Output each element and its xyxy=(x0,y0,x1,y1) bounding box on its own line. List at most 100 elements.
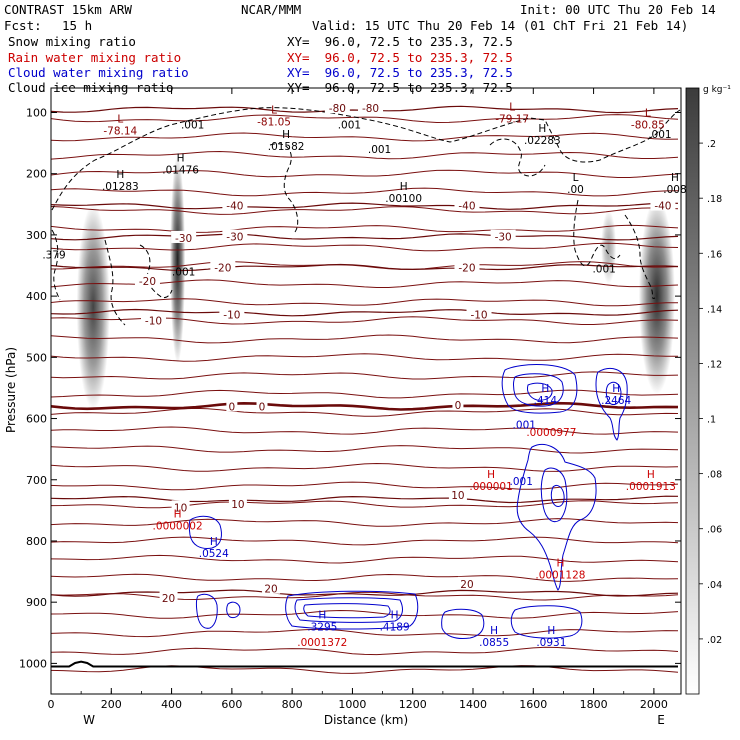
colorbar-tick-label: .14 xyxy=(707,304,722,315)
isotherm-label: -20 xyxy=(458,262,475,274)
colorbar-tick-label: .18 xyxy=(707,194,722,205)
cloud-water-contour xyxy=(285,590,419,630)
extremum-value: .0855 xyxy=(479,637,509,649)
isotherm-label-bg xyxy=(159,590,178,603)
field-xy-cloud-water: XY= 96.0, 72.5 to 235.3, 72.5 xyxy=(287,65,513,80)
extremum-value: -81.05 xyxy=(257,117,291,129)
extremum-value: .00 xyxy=(567,184,584,196)
colorbar-fill xyxy=(685,87,700,695)
extremum-symbol: H xyxy=(177,152,185,164)
colorbar-tick-label: .04 xyxy=(707,580,722,591)
isotherm-label: -40 xyxy=(226,201,243,213)
isotherm-20 xyxy=(51,589,679,597)
cloud-water-contour xyxy=(195,593,218,629)
isotherm-label-bg xyxy=(210,260,236,273)
extremum-value: .000001 xyxy=(469,481,512,493)
colorbar-tick-label: .08 xyxy=(707,470,722,481)
x-end-label-east: E xyxy=(657,713,665,727)
extremum-symbol: L xyxy=(573,172,579,184)
isotherm-line xyxy=(51,462,679,472)
isotherm-line xyxy=(51,242,679,252)
cloud-water-contour xyxy=(527,382,553,401)
isotherm-label-bg xyxy=(454,260,480,273)
isotherm-line xyxy=(51,206,679,215)
isotherm-label: 0 xyxy=(229,401,236,413)
cloud-water-contour xyxy=(303,603,391,619)
extremum-value: .008 xyxy=(663,184,686,196)
extremum-symbol: H xyxy=(400,181,408,193)
isotherm-line xyxy=(51,187,679,197)
extremum-value: .001 xyxy=(513,420,536,432)
center-label: NCAR/MMM xyxy=(241,2,302,17)
cloud-water-contour xyxy=(550,484,565,507)
extremum-value: .001 xyxy=(368,144,391,156)
colorbar: .02 .04 .06 .08 .1 .12 .14 .16 .18 .2 xyxy=(685,87,722,695)
extremum-value: .2464 xyxy=(601,395,631,407)
isotherm-label: 10 xyxy=(174,502,187,514)
extremum-value: .0001913 xyxy=(626,481,676,493)
cloud-water-contour xyxy=(540,467,568,523)
cloud-ice-contour-layer xyxy=(51,107,681,326)
colorbar-tick-label: .06 xyxy=(707,525,722,536)
extremum-value: .001 xyxy=(181,120,204,132)
isotherm-label: -10 xyxy=(223,309,240,321)
plot-frame xyxy=(50,87,682,695)
isotherm-line xyxy=(51,445,679,454)
x-tick-label: 800 xyxy=(282,698,303,711)
extremum-value: .001 xyxy=(172,267,195,279)
extremum-symbol: H xyxy=(282,129,290,141)
isotherm-label: 0 xyxy=(259,401,266,413)
y-tick-label: 100 xyxy=(26,106,47,119)
extremum-symbol: H xyxy=(391,610,399,622)
y-tick-label: 600 xyxy=(26,413,47,426)
extremum-symbol: H xyxy=(210,536,218,548)
isotherm-label: 0 xyxy=(455,400,462,412)
extrema-labels: L-78.14L-81.05L-79.17 L-80.85.001.001.001… xyxy=(42,101,686,648)
isotherm-0 xyxy=(51,401,679,411)
colorbar-tick-label: .16 xyxy=(707,249,722,260)
extremum-value: .01582 xyxy=(268,141,305,153)
extremum-symbol: H xyxy=(541,383,549,395)
field-xy-snow: XY= 96.0, 72.5 to 235.3, 72.5 xyxy=(287,34,513,49)
cloud-water-contour xyxy=(294,597,403,623)
isotherm-label: 20 xyxy=(264,584,277,596)
extremum-symbol: H xyxy=(538,123,546,135)
isotherm-line xyxy=(51,150,679,160)
x-tick-label: 1200 xyxy=(399,698,427,711)
extremum-value: .0001372 xyxy=(297,637,347,649)
cloud-ice-contour xyxy=(51,229,61,301)
y-tick-label: 900 xyxy=(26,596,47,609)
isotherm-line xyxy=(51,371,679,380)
extremum-value: .379 xyxy=(42,249,65,261)
cloud-ice-contour xyxy=(51,107,681,211)
cloud-water-contour xyxy=(441,608,485,639)
cloud-water-contour xyxy=(226,601,241,619)
extremum-symbol: L xyxy=(117,114,123,126)
extremum-value: .0000002 xyxy=(153,521,203,533)
colorbar-tick-label: .12 xyxy=(707,359,722,370)
isotherm-label: 10 xyxy=(231,499,244,511)
extremum-value: .0931 xyxy=(536,637,566,649)
x-tick-label: 1000 xyxy=(338,698,366,711)
isotherm--20 xyxy=(51,263,679,272)
cloud-water-contour-layer xyxy=(188,364,628,639)
x-tick-label: 1600 xyxy=(519,698,547,711)
extremum-value: .0000977 xyxy=(526,427,576,439)
field-name-snow: Snow mixing ratio xyxy=(8,34,136,49)
y-tick-label: 500 xyxy=(26,351,47,364)
isotherm-label: -30 xyxy=(495,232,512,244)
colorbar-tick-label: .1 xyxy=(707,415,716,426)
x-tick-label: 0 xyxy=(48,698,55,711)
y-tick-label: 700 xyxy=(26,474,47,487)
y-tick-label: 200 xyxy=(26,168,47,181)
isotherm-label-bg xyxy=(134,273,160,286)
isotherm-line xyxy=(51,554,679,564)
isotherm-line xyxy=(51,132,679,142)
isotherm-label-bg xyxy=(457,576,476,589)
isotherm-label: 20 xyxy=(460,579,473,591)
extremum-value: .02283 xyxy=(524,135,561,147)
extremum-value: .4189 xyxy=(380,622,410,634)
isotherm-label: -10 xyxy=(145,316,162,328)
isotherm-line xyxy=(51,224,679,233)
isotherm-line xyxy=(51,169,679,178)
